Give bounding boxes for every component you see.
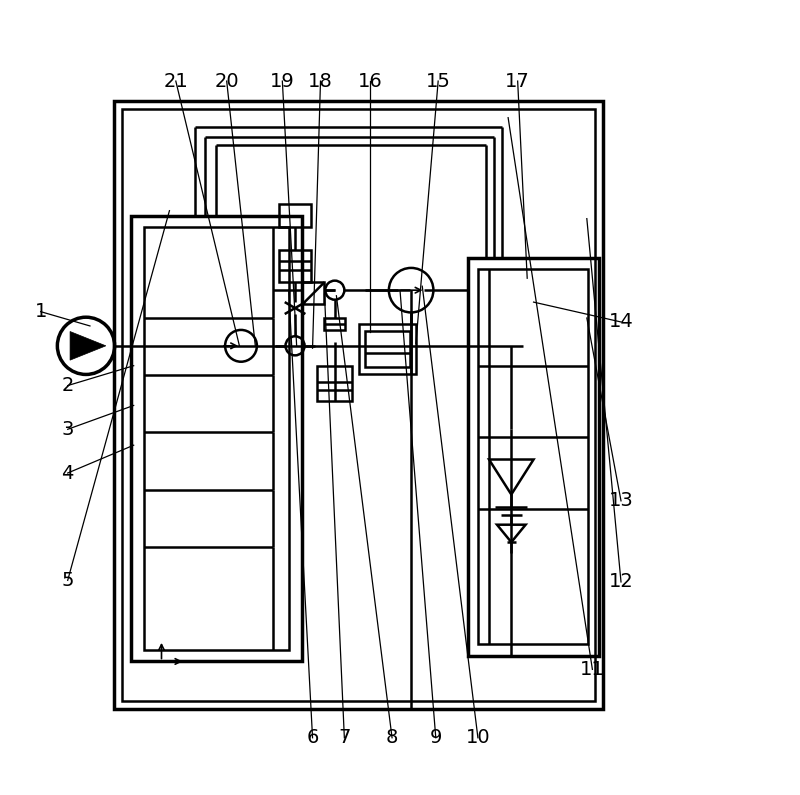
- Text: 6: 6: [306, 728, 318, 747]
- Text: 16: 16: [358, 72, 382, 91]
- Bar: [279, 250, 311, 282]
- Text: 1: 1: [34, 302, 47, 321]
- Text: 14: 14: [609, 312, 634, 332]
- Text: 12: 12: [609, 572, 634, 591]
- Bar: [365, 331, 410, 367]
- Bar: [122, 109, 594, 701]
- Bar: [318, 366, 352, 401]
- Text: 2: 2: [62, 376, 74, 395]
- Bar: [302, 282, 325, 304]
- Text: 5: 5: [62, 571, 74, 590]
- Bar: [325, 318, 345, 330]
- Text: 8: 8: [386, 728, 398, 747]
- Bar: [358, 324, 416, 374]
- Text: 4: 4: [62, 463, 74, 483]
- Text: 13: 13: [609, 491, 634, 510]
- Bar: [467, 258, 598, 656]
- Text: 19: 19: [270, 72, 294, 91]
- Polygon shape: [70, 332, 106, 360]
- Bar: [279, 204, 311, 227]
- Bar: [114, 101, 602, 709]
- Text: 20: 20: [214, 72, 239, 91]
- Text: 7: 7: [338, 728, 350, 747]
- Bar: [478, 269, 588, 644]
- Text: 10: 10: [466, 728, 490, 747]
- Text: 9: 9: [430, 728, 442, 747]
- Text: 3: 3: [62, 420, 74, 439]
- Text: 21: 21: [163, 72, 188, 91]
- Text: 17: 17: [506, 72, 530, 91]
- Text: 18: 18: [308, 72, 333, 91]
- Bar: [131, 216, 302, 661]
- Text: 11: 11: [580, 660, 605, 679]
- Text: 15: 15: [426, 72, 450, 91]
- Bar: [144, 227, 290, 650]
